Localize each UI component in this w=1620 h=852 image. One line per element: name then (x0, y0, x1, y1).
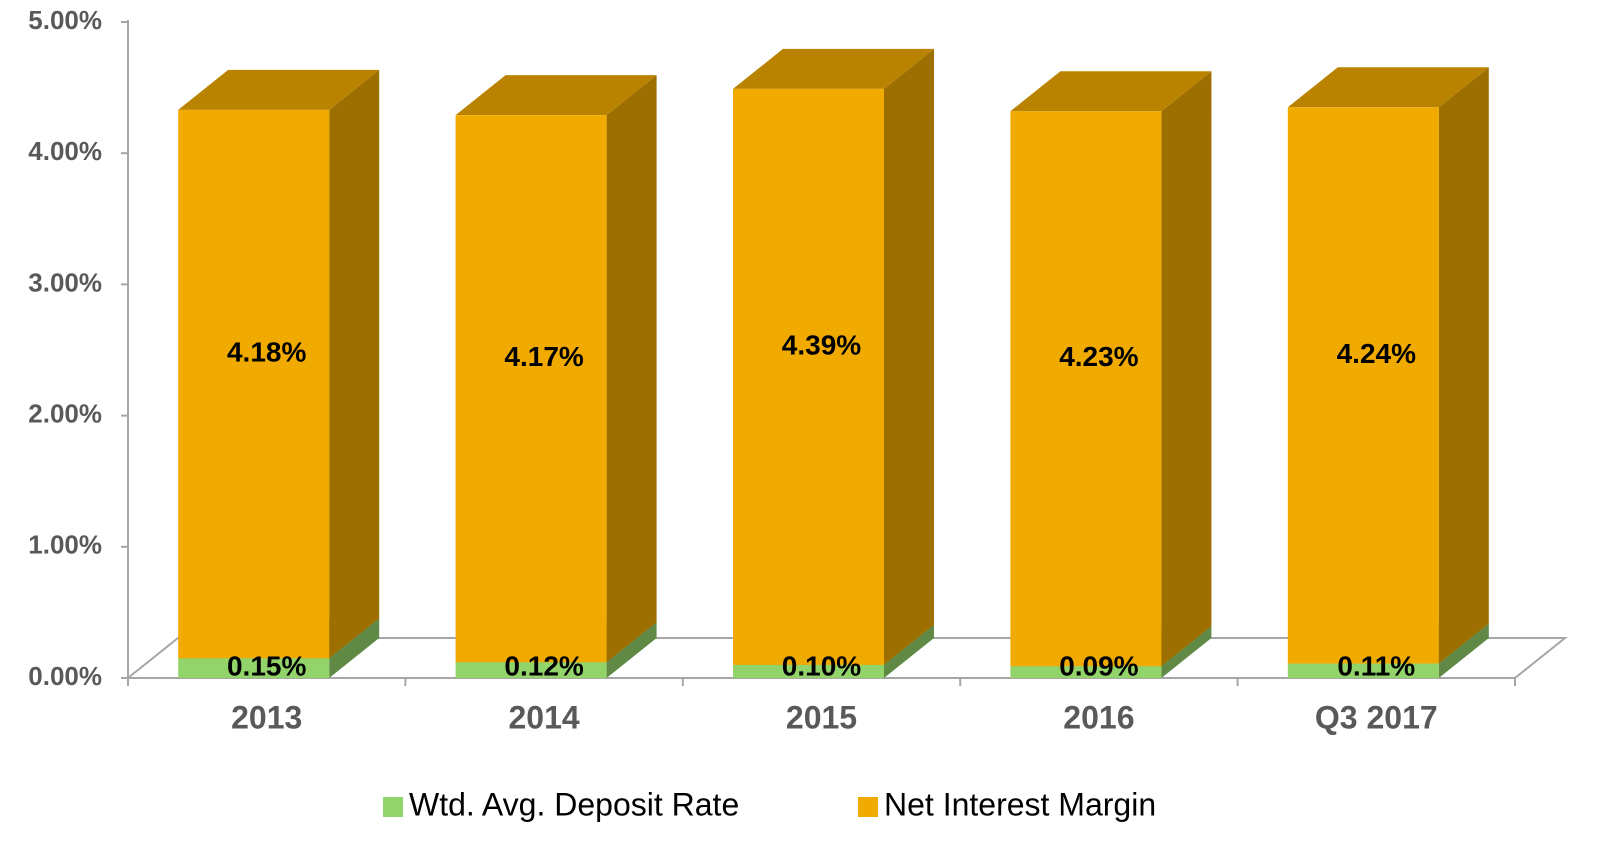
value-label: 0.11% (1337, 650, 1415, 681)
bar (178, 658, 330, 678)
value-label: 4.18% (227, 337, 306, 368)
bar-top (178, 69, 380, 110)
bar-top (1010, 71, 1212, 112)
y-tick-label: 1.00% (28, 530, 102, 560)
value-label: 4.23% (1059, 341, 1138, 372)
bar-side (1438, 623, 1489, 678)
bar-side (1161, 71, 1212, 667)
bar (733, 88, 884, 665)
bar (178, 109, 330, 659)
bar (733, 664, 884, 678)
x-tick-label: 2015 (786, 699, 857, 735)
y-tick-label: 5.00% (28, 5, 102, 35)
legend-swatch (383, 797, 403, 817)
y-tick-label: 3.00% (28, 267, 102, 297)
bar-side (1161, 626, 1212, 678)
bar (455, 662, 607, 678)
bar-top (455, 75, 657, 116)
value-label: 4.39% (782, 329, 861, 360)
bar (1010, 666, 1162, 678)
x-tick-label: Q3 2017 (1315, 699, 1438, 735)
x-tick-label: 2016 (1063, 699, 1134, 735)
bar (1287, 107, 1439, 664)
value-label: 4.17% (504, 341, 583, 372)
legend-label: Net Interest Margin (884, 786, 1156, 822)
y-tick-label: 4.00% (28, 136, 102, 166)
value-label: 0.09% (1059, 650, 1138, 681)
bar-side (1438, 67, 1489, 664)
bar (1287, 663, 1439, 678)
y-tick-label: 2.00% (28, 398, 102, 428)
value-label: 0.12% (504, 650, 583, 681)
bar-side (606, 75, 657, 663)
bar-side (329, 618, 380, 678)
bar-side (884, 624, 934, 678)
value-label: 4.24% (1337, 338, 1416, 369)
value-label: 0.10% (782, 650, 861, 681)
value-label: 0.15% (227, 650, 306, 681)
bar-top (733, 48, 934, 89)
bar-side (884, 48, 934, 665)
bar (455, 115, 607, 663)
bar (1010, 111, 1162, 667)
x-tick-label: 2013 (231, 699, 302, 735)
bar-top (1287, 67, 1489, 108)
y-tick-label: 0.00% (28, 661, 102, 691)
bar-side (606, 622, 657, 678)
legend-label: Wtd. Avg. Deposit Rate (409, 786, 739, 822)
x-tick-label: 2014 (509, 699, 580, 735)
legend-swatch (858, 797, 878, 817)
bar-side (329, 69, 380, 659)
